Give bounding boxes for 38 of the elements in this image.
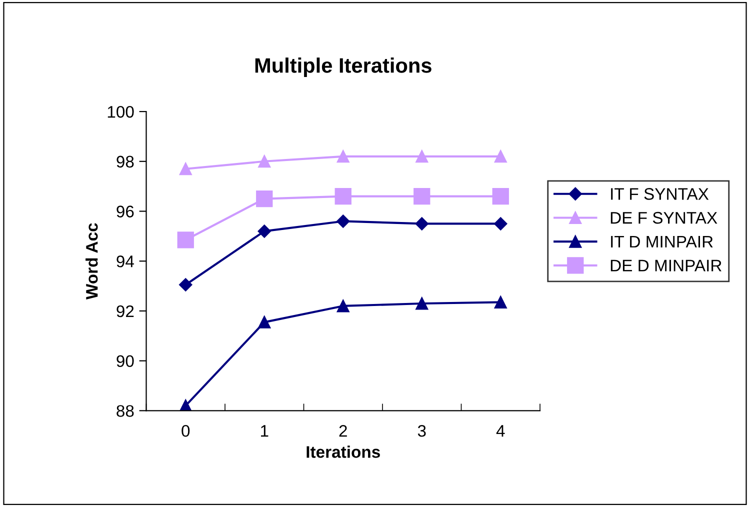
y-tick-label: 90 [116, 355, 134, 368]
legend-label: DE F SYNTAX [610, 212, 718, 224]
y-tick-label: 100 [108, 106, 134, 118]
x-tick-label: 2 [339, 425, 347, 437]
point [494, 296, 507, 308]
x-tick-label: 3 [418, 425, 426, 437]
point [492, 188, 509, 205]
point [258, 224, 271, 238]
point [336, 300, 350, 312]
point [258, 316, 271, 328]
point [258, 155, 271, 168]
point [416, 150, 428, 163]
legend-label: IT D MINPAIR [611, 236, 713, 248]
y-tick-label: 92 [116, 305, 134, 318]
point [334, 188, 352, 205]
point [494, 150, 507, 163]
x-tick-label: 0 [182, 425, 190, 437]
legend-label: DE D MINPAIR [610, 260, 722, 272]
chart-title: Multiple Iterations [255, 58, 432, 77]
point [179, 278, 192, 292]
y-tick-label: 96 [116, 206, 134, 218]
x-axis-title: Iterations [306, 446, 380, 458]
x-tick-label: 1 [261, 425, 268, 437]
y-axis-title: Word Acc [86, 223, 98, 300]
point [336, 214, 350, 228]
point [336, 150, 350, 163]
point [177, 232, 194, 248]
x-tick-label: 4 [496, 425, 505, 437]
point [415, 217, 428, 230]
point [256, 190, 273, 208]
point [416, 297, 428, 310]
legend-label: IT F SYNTAX [611, 188, 709, 200]
y-tick-label: 88 [116, 405, 134, 417]
y-tick-label: 94 [116, 256, 134, 268]
y-tick-label: 98 [116, 156, 134, 168]
point [179, 162, 192, 176]
point [414, 188, 430, 205]
point [494, 217, 508, 230]
